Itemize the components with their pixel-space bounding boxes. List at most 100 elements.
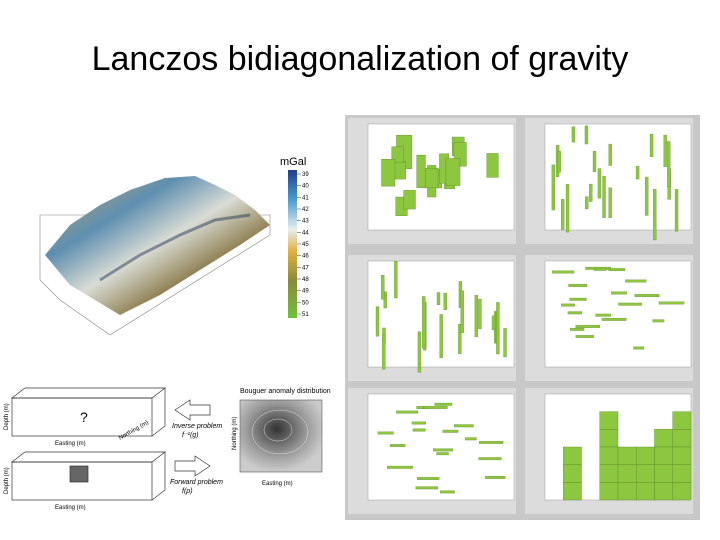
model-cell [595, 313, 612, 317]
box-side [151, 388, 166, 437]
model-cell [417, 477, 440, 480]
axis-label: Easting (m) [55, 441, 86, 447]
model-cell [611, 291, 627, 295]
surface-plot: mGal 39 40 41 42 43 44 45 46 47 48 49 50 51 [39, 156, 309, 336]
colorbar-label: 45 [302, 242, 309, 248]
inverse-label: Inverse problem [172, 423, 222, 430]
model-cell [636, 464, 655, 483]
model-cell [601, 317, 627, 321]
model-cell [599, 482, 619, 501]
contour [251, 409, 309, 455]
model-cell [552, 270, 575, 274]
axis-label: Easting (m) [55, 505, 86, 511]
model-cell [633, 346, 645, 350]
model-cell [381, 159, 396, 187]
arrow-left [174, 399, 211, 421]
model-cell [394, 260, 398, 299]
colorbar-label: 51 [302, 312, 309, 318]
model-cell [551, 164, 556, 211]
model-cell [478, 457, 502, 461]
axis-label: Depth (m) [4, 467, 10, 494]
model-cell [672, 482, 692, 501]
model-cell [422, 296, 426, 349]
anomaly-map [239, 399, 323, 473]
model-cell [617, 482, 637, 501]
model-cell [654, 482, 673, 501]
model-cell [417, 331, 422, 373]
model-cell [561, 199, 565, 230]
colorbar-label: 41 [302, 195, 309, 201]
model-panel [525, 118, 693, 244]
colorbar-label: 48 [302, 277, 309, 283]
model-cell [645, 176, 649, 216]
plot-area [367, 393, 515, 501]
model-cell [654, 429, 673, 448]
map-title: Bouguer anomaly distribution [240, 388, 331, 395]
model-panel [348, 255, 516, 381]
arrow-right [174, 455, 211, 477]
axis-label: Depth (m) [4, 403, 10, 430]
model-cell [479, 441, 504, 444]
model-cell [599, 446, 619, 465]
model-cell [390, 444, 406, 448]
model-cell [423, 406, 448, 409]
colorbar-label: 47 [302, 265, 309, 271]
model-cell [599, 464, 619, 483]
model-cell [654, 464, 673, 483]
model-cell [634, 294, 660, 297]
model-cell [575, 335, 594, 338]
model-cell [575, 325, 601, 328]
model-cell [589, 183, 593, 202]
model-cell [635, 165, 640, 180]
box-front [11, 461, 153, 501]
model-cell [602, 175, 606, 218]
box-top [10, 451, 167, 463]
model-cell [636, 482, 655, 501]
model-cell [617, 446, 637, 465]
model-cell [503, 328, 507, 358]
model-cell [618, 302, 642, 306]
model-cell [584, 125, 589, 145]
model-cell [433, 448, 454, 452]
model-cell [674, 189, 679, 232]
model-cell [565, 184, 570, 233]
model-cell [445, 158, 461, 186]
model-cell [570, 327, 585, 331]
model-cell [571, 126, 576, 143]
box-top [10, 387, 167, 399]
model-cell [563, 464, 582, 483]
model-cell [569, 297, 587, 301]
model-cell [672, 464, 692, 483]
colorbar-label: 50 [302, 300, 309, 306]
model-cell [436, 452, 449, 456]
model-cell [436, 292, 441, 306]
model-cell [491, 315, 496, 331]
model-cell [434, 402, 453, 406]
map-x-label: Easting (m) [262, 481, 293, 487]
model-cell [617, 464, 637, 483]
model-cell [485, 476, 506, 479]
colorbar-label: 44 [302, 230, 309, 236]
model-cell [440, 490, 455, 494]
colorbar [288, 170, 297, 318]
model-cell [458, 323, 462, 354]
model-cell [375, 306, 380, 337]
model-cell [654, 446, 673, 465]
model-cell [599, 429, 619, 448]
model-cell [561, 303, 575, 307]
model-cell [672, 411, 692, 430]
model-cell [415, 486, 439, 490]
model-panel [525, 388, 693, 514]
model-cell [439, 314, 443, 359]
model-cell [608, 143, 612, 166]
box-side [151, 452, 166, 501]
model-cell [474, 295, 479, 338]
box-front [11, 397, 153, 437]
model-cell [636, 446, 655, 465]
problem-diagram [10, 387, 211, 501]
model-cell [672, 446, 692, 465]
model-cell [381, 275, 385, 300]
unknown-mark: ? [80, 409, 88, 425]
forward-label: Forward problem [170, 479, 223, 486]
